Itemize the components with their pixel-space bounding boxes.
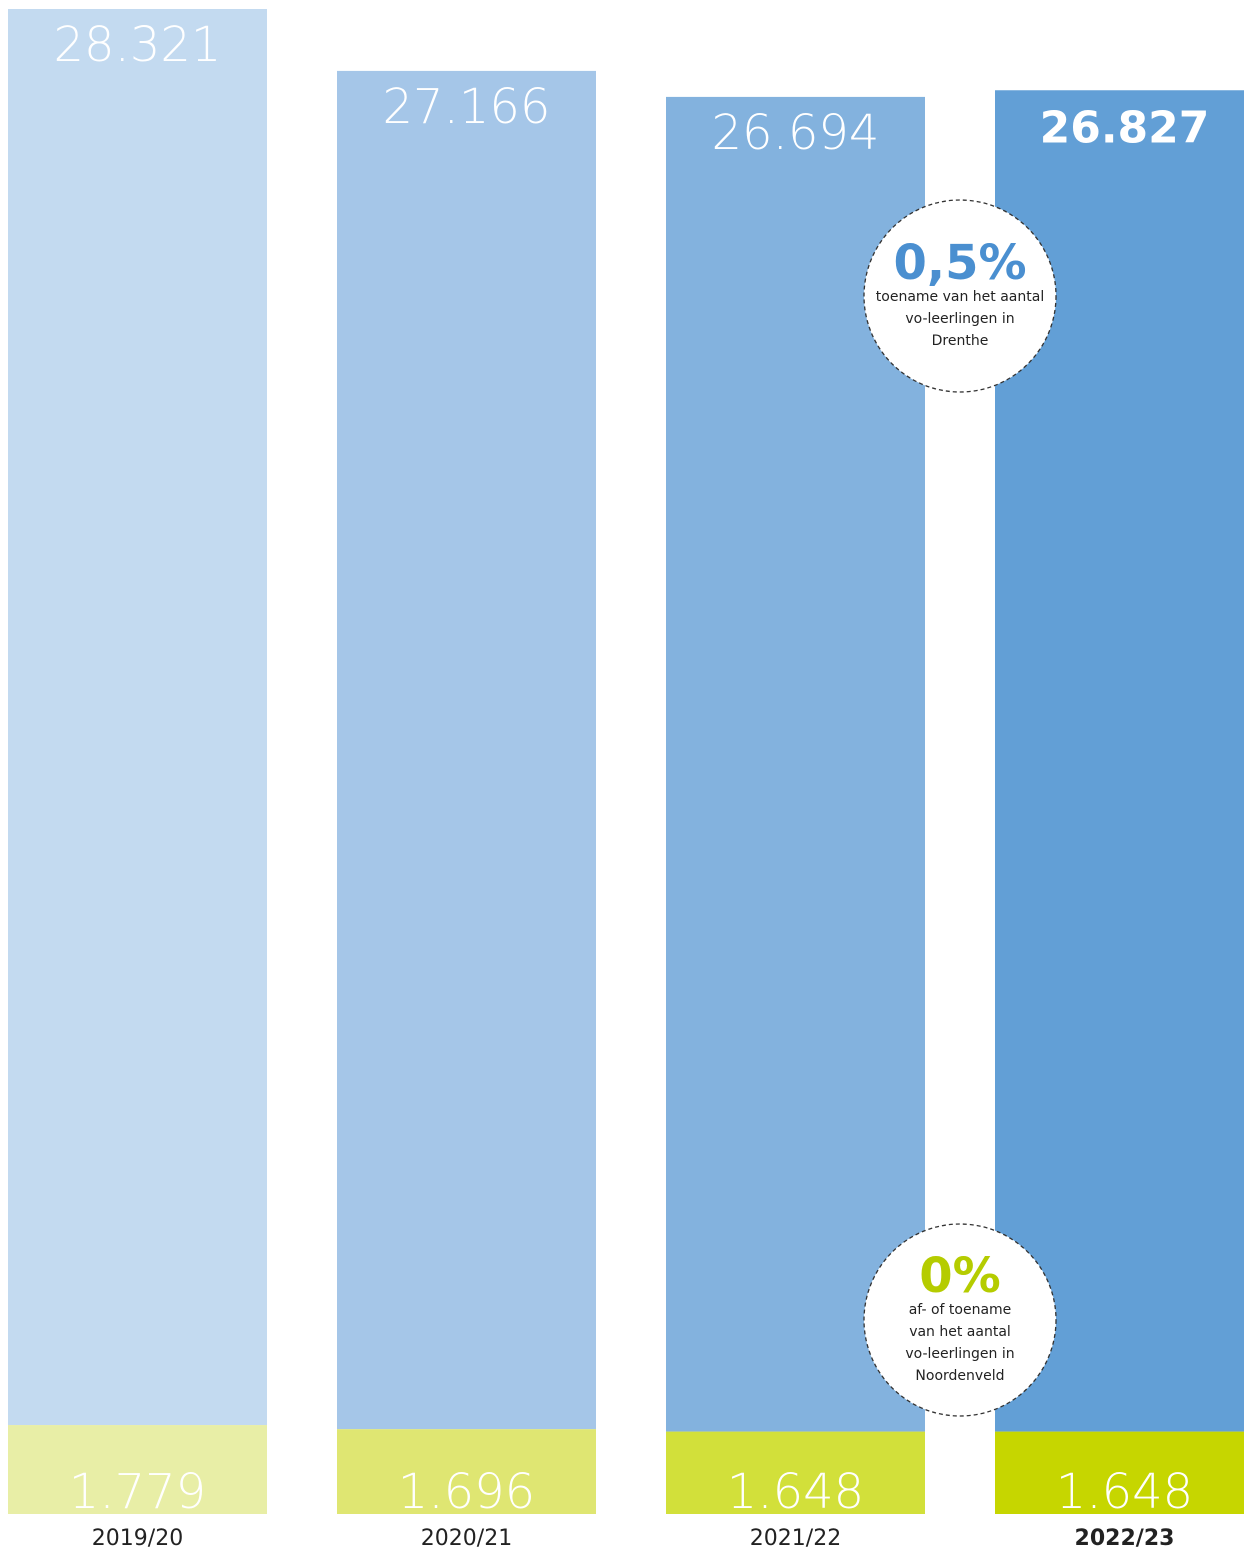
- callout-value-1: 0%: [919, 1248, 1001, 1304]
- bars-group: 28.321 1.779 27.166 1.696 26.694 1.648 26.827 1…: [8, 9, 1244, 1520]
- callout-text-1-2: vo-leerlingen in: [905, 1346, 1014, 1362]
- callout-text-0-1: vo-leerlingen in: [905, 311, 1014, 327]
- bar-segment-3: [995, 1431, 1244, 1514]
- bar-segment-2: [666, 1431, 925, 1514]
- callout-text-1-3: Noordenveld: [915, 1368, 1004, 1384]
- callout-text-1-1: van het aantal: [909, 1324, 1011, 1340]
- callouts-group: 0,5%toename van het aantal vo-leerlingen …: [863, 199, 1057, 1417]
- bar-segment-label-2: 1.648: [727, 1464, 864, 1520]
- bar-total-0: [8, 9, 267, 1426]
- callout-circle-0: [863, 199, 1057, 393]
- category-label-1: 2020/21: [421, 1526, 512, 1550]
- bar-segment-1: [337, 1429, 596, 1514]
- bar-total-label-3: 26.827: [1040, 102, 1210, 153]
- bar-segment-label-0: 1.779: [69, 1464, 206, 1520]
- category-label-3: 2022/23: [1075, 1526, 1175, 1550]
- callout-text-1-0: af- of toename: [909, 1302, 1012, 1318]
- bar-total-label-0: 28.321: [54, 17, 222, 73]
- bar-total-label-1: 27.166: [383, 79, 551, 135]
- bar-total-1: [337, 70, 596, 1430]
- bar-segment-label-3: 1.648: [1056, 1464, 1193, 1520]
- callout-text-0-0: toename van het aantal: [876, 289, 1044, 305]
- category-label-2: 2021/22: [750, 1526, 841, 1550]
- category-label-0: 2019/20: [92, 1526, 183, 1550]
- callout-text-0-2: Drenthe: [932, 333, 989, 349]
- category-labels: 2019/20 2020/21 2021/22 2022/23: [92, 1526, 1175, 1550]
- bar-segment-label-1: 1.696: [398, 1464, 535, 1520]
- callout-value-0: 0,5%: [893, 235, 1026, 291]
- bar-total-label-2: 26.694: [712, 105, 880, 161]
- bar-segment-0: [8, 1425, 267, 1514]
- callout-circle-1: [863, 1223, 1057, 1417]
